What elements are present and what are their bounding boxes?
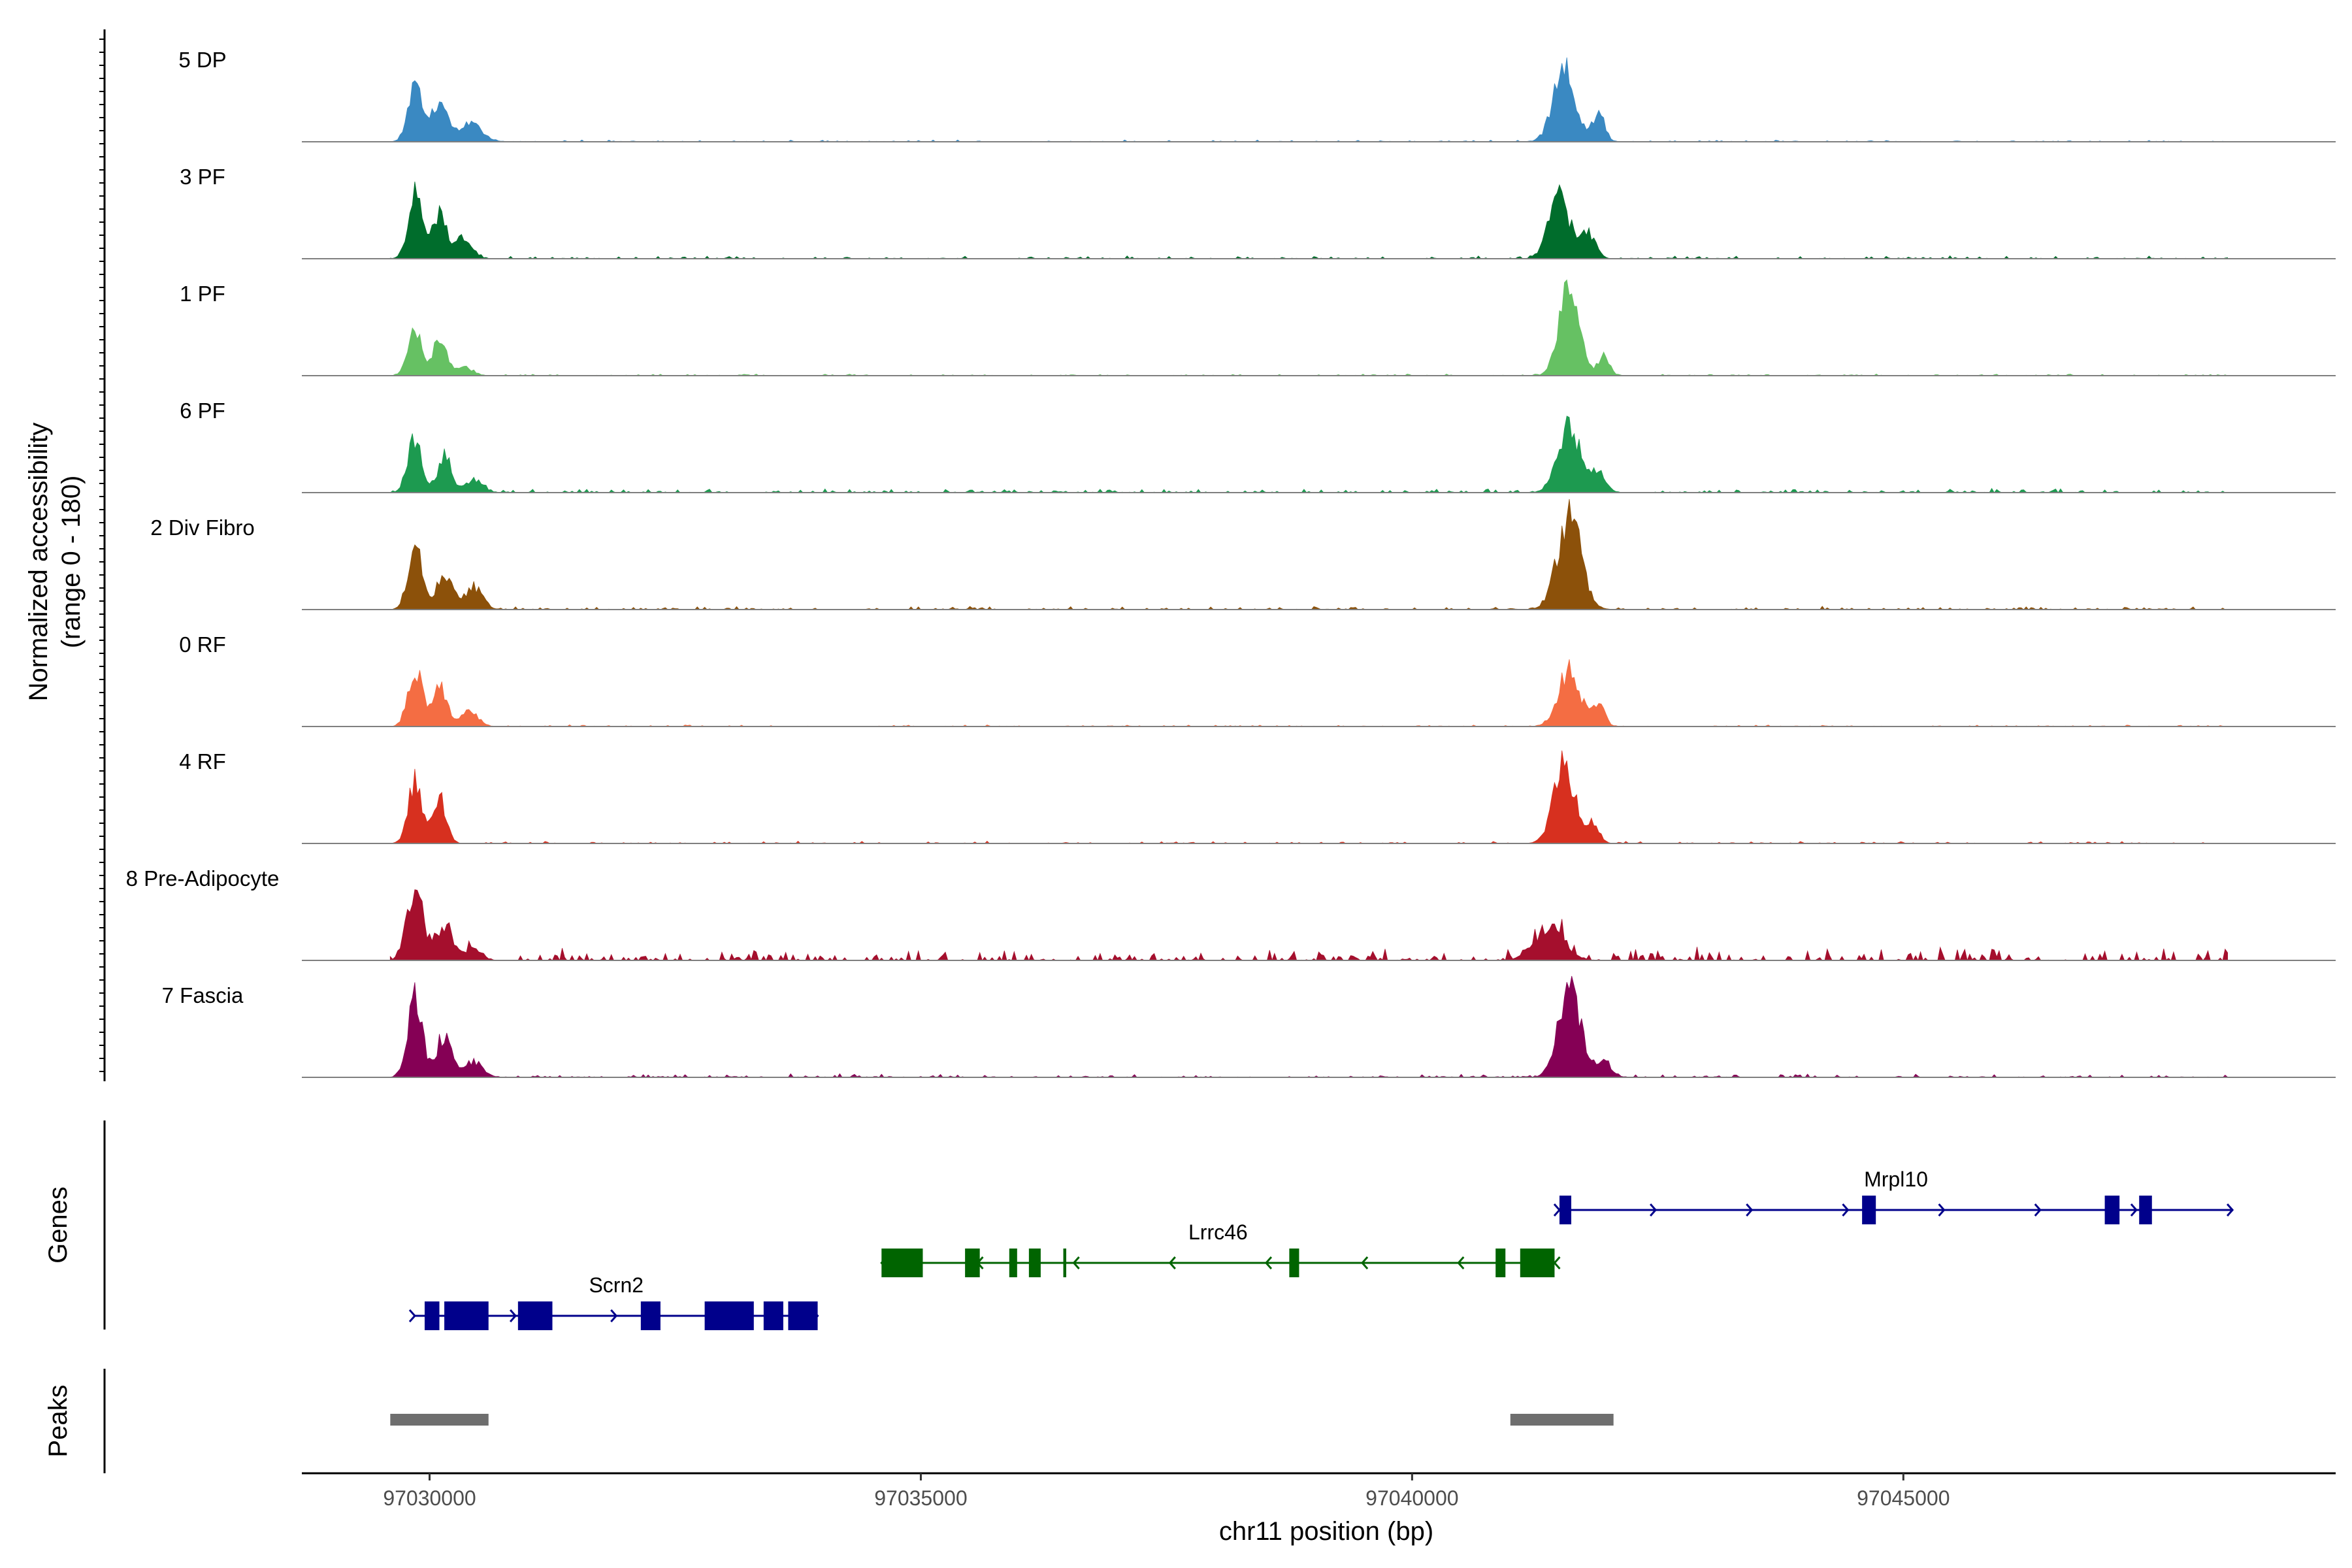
strand-arrow — [2034, 1203, 2042, 1217]
strand-arrow — [1361, 1256, 1369, 1269]
gene-exon — [965, 1249, 980, 1277]
y-axis-title: Normalized accessibility — [24, 423, 53, 702]
coverage-area — [389, 889, 2228, 962]
coverage-area — [389, 57, 2228, 142]
gene-exon — [517, 1301, 553, 1330]
gene-exon — [1009, 1249, 1017, 1277]
gene-label: Mrpl10 — [1864, 1168, 1928, 1191]
track-2-div-fibro: 2 Div Fibro — [150, 498, 2336, 610]
track-8-pre-adipocyte: 8 Pre-Adipocyte — [126, 866, 2336, 962]
track-3-pf: 3 PF — [180, 165, 2336, 259]
gene-exon — [1862, 1196, 1876, 1224]
coverage-tracks: 5 DP 3 PF 1 PF 6 PF 2 Div Fibro 0 RF 4 RF 8 Pre… — [126, 48, 2336, 1078]
strand-arrow — [408, 1309, 416, 1322]
coverage-area — [389, 659, 2228, 727]
gene-exon — [1063, 1249, 1067, 1277]
coverage-area — [389, 181, 2228, 259]
track-label: 6 PF — [180, 399, 225, 423]
coverage-area — [389, 416, 2228, 493]
track-1-pf: 1 PF — [180, 279, 2336, 376]
strand-arrow — [610, 1309, 618, 1322]
gene-exon — [763, 1301, 783, 1330]
y-axis-ticks — [99, 39, 105, 1072]
gene-label: Lrrc46 — [1188, 1220, 1248, 1244]
gene-exon — [1520, 1249, 1555, 1277]
gene-exon — [1559, 1196, 1571, 1224]
gene-scrn2: Scrn2 — [408, 1273, 819, 1330]
strand-arrow — [1553, 1203, 1561, 1217]
y-axis: Normalized accessibility (range 0 - 180) — [24, 29, 106, 1081]
gene-exon — [2104, 1196, 2120, 1224]
gene-exon — [881, 1249, 923, 1277]
x-tick-label: 97030000 — [383, 1486, 476, 1510]
strand-arrow — [1457, 1256, 1465, 1269]
strand-arrow — [1649, 1203, 1658, 1217]
track-5-dp: 5 DP — [178, 48, 2336, 142]
gene-exon — [704, 1301, 754, 1330]
x-tick-label: 97045000 — [1857, 1486, 1950, 1510]
strand-arrow — [1168, 1256, 1176, 1269]
coverage-area — [389, 498, 2228, 610]
strand-arrow — [1842, 1203, 1850, 1217]
genes-panel-title: Genes — [44, 1186, 73, 1264]
track-label: 8 Pre-Adipocyte — [126, 866, 280, 890]
x-axis-title: chr11 position (bp) — [1219, 1517, 1433, 1546]
track-0-rf: 0 RF — [179, 632, 2336, 727]
strand-arrow — [2130, 1203, 2138, 1217]
strand-arrow — [509, 1309, 517, 1322]
gene-exon — [1289, 1249, 1299, 1277]
y-axis-range-label: (range 0 - 180) — [57, 476, 86, 649]
peak-region — [1510, 1414, 1614, 1426]
gene-exon — [2139, 1196, 2152, 1224]
gene-exon — [788, 1301, 818, 1330]
strand-arrow — [1938, 1203, 1946, 1217]
x-tick-label: 97040000 — [1365, 1486, 1458, 1510]
track-6-pf: 6 PF — [180, 399, 2336, 493]
strand-arrow — [2226, 1203, 2234, 1217]
coverage-area — [389, 975, 2228, 1078]
peaks-panel: Peaks — [44, 1369, 1614, 1473]
coverage-area — [389, 750, 2228, 844]
track-7-fascia: 7 Fascia — [162, 975, 2336, 1078]
peaks-panel-title: Peaks — [44, 1384, 73, 1457]
track-label: 4 RF — [179, 749, 226, 774]
track-label: 5 DP — [178, 48, 226, 72]
track-label: 2 Div Fibro — [150, 515, 255, 540]
coverage-area — [389, 279, 2228, 376]
gene-exon — [1028, 1249, 1041, 1277]
x-tick-label: 97035000 — [874, 1486, 967, 1510]
gene-exon — [444, 1301, 489, 1330]
gene-exon — [1495, 1249, 1506, 1277]
strand-arrow — [1264, 1256, 1273, 1269]
gene-exon — [424, 1301, 440, 1330]
gene-mrpl10: Mrpl10 — [1553, 1168, 2234, 1224]
track-label: 0 RF — [179, 632, 226, 657]
x-axis: 97030000 97035000 97040000 97045000 chr11 p… — [302, 1472, 2336, 1546]
genes-panel: Genes Mrpl10 Lrrc46 Scrn2 — [44, 1120, 2234, 1330]
gene-label: Scrn2 — [589, 1273, 644, 1297]
strand-arrow — [1072, 1256, 1080, 1269]
strand-arrow — [1746, 1203, 1754, 1217]
gene-exon — [640, 1301, 661, 1330]
track-4-rf: 4 RF — [179, 749, 2336, 844]
track-label: 7 Fascia — [162, 983, 244, 1007]
track-label: 3 PF — [180, 165, 225, 189]
peak-region — [390, 1414, 489, 1426]
strand-arrow — [1553, 1256, 1561, 1269]
gene-lrrc46: Lrrc46 — [880, 1220, 1561, 1277]
track-label: 1 PF — [180, 282, 225, 306]
